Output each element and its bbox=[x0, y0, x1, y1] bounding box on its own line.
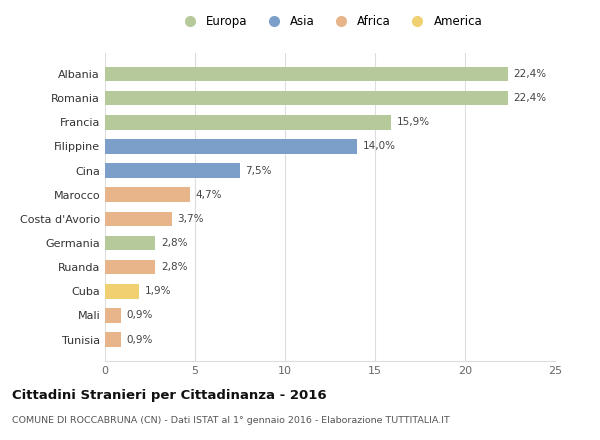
Text: 0,9%: 0,9% bbox=[127, 311, 153, 320]
Text: 2,8%: 2,8% bbox=[161, 238, 187, 248]
Text: 4,7%: 4,7% bbox=[195, 190, 221, 200]
Text: 0,9%: 0,9% bbox=[127, 334, 153, 345]
Text: 22,4%: 22,4% bbox=[514, 93, 547, 103]
Bar bbox=[105, 67, 508, 81]
Text: 15,9%: 15,9% bbox=[397, 117, 430, 127]
Bar bbox=[105, 236, 155, 250]
Text: COMUNE DI ROCCABRUNA (CN) - Dati ISTAT al 1° gennaio 2016 - Elaborazione TUTTITA: COMUNE DI ROCCABRUNA (CN) - Dati ISTAT a… bbox=[12, 416, 450, 425]
Bar bbox=[105, 91, 508, 106]
Legend: Europa, Asia, Africa, America: Europa, Asia, Africa, America bbox=[175, 12, 485, 30]
Text: 3,7%: 3,7% bbox=[177, 214, 203, 224]
Text: Cittadini Stranieri per Cittadinanza - 2016: Cittadini Stranieri per Cittadinanza - 2… bbox=[12, 389, 326, 403]
Bar bbox=[105, 163, 240, 178]
Bar bbox=[105, 115, 391, 129]
Bar bbox=[105, 284, 139, 298]
Bar bbox=[105, 332, 121, 347]
Bar bbox=[105, 212, 172, 226]
Bar bbox=[105, 308, 121, 323]
Text: 1,9%: 1,9% bbox=[145, 286, 171, 296]
Text: 22,4%: 22,4% bbox=[514, 69, 547, 79]
Bar bbox=[105, 260, 155, 275]
Bar bbox=[105, 139, 357, 154]
Bar bbox=[105, 187, 190, 202]
Text: 7,5%: 7,5% bbox=[245, 165, 272, 176]
Text: 14,0%: 14,0% bbox=[362, 141, 395, 151]
Text: 2,8%: 2,8% bbox=[161, 262, 187, 272]
